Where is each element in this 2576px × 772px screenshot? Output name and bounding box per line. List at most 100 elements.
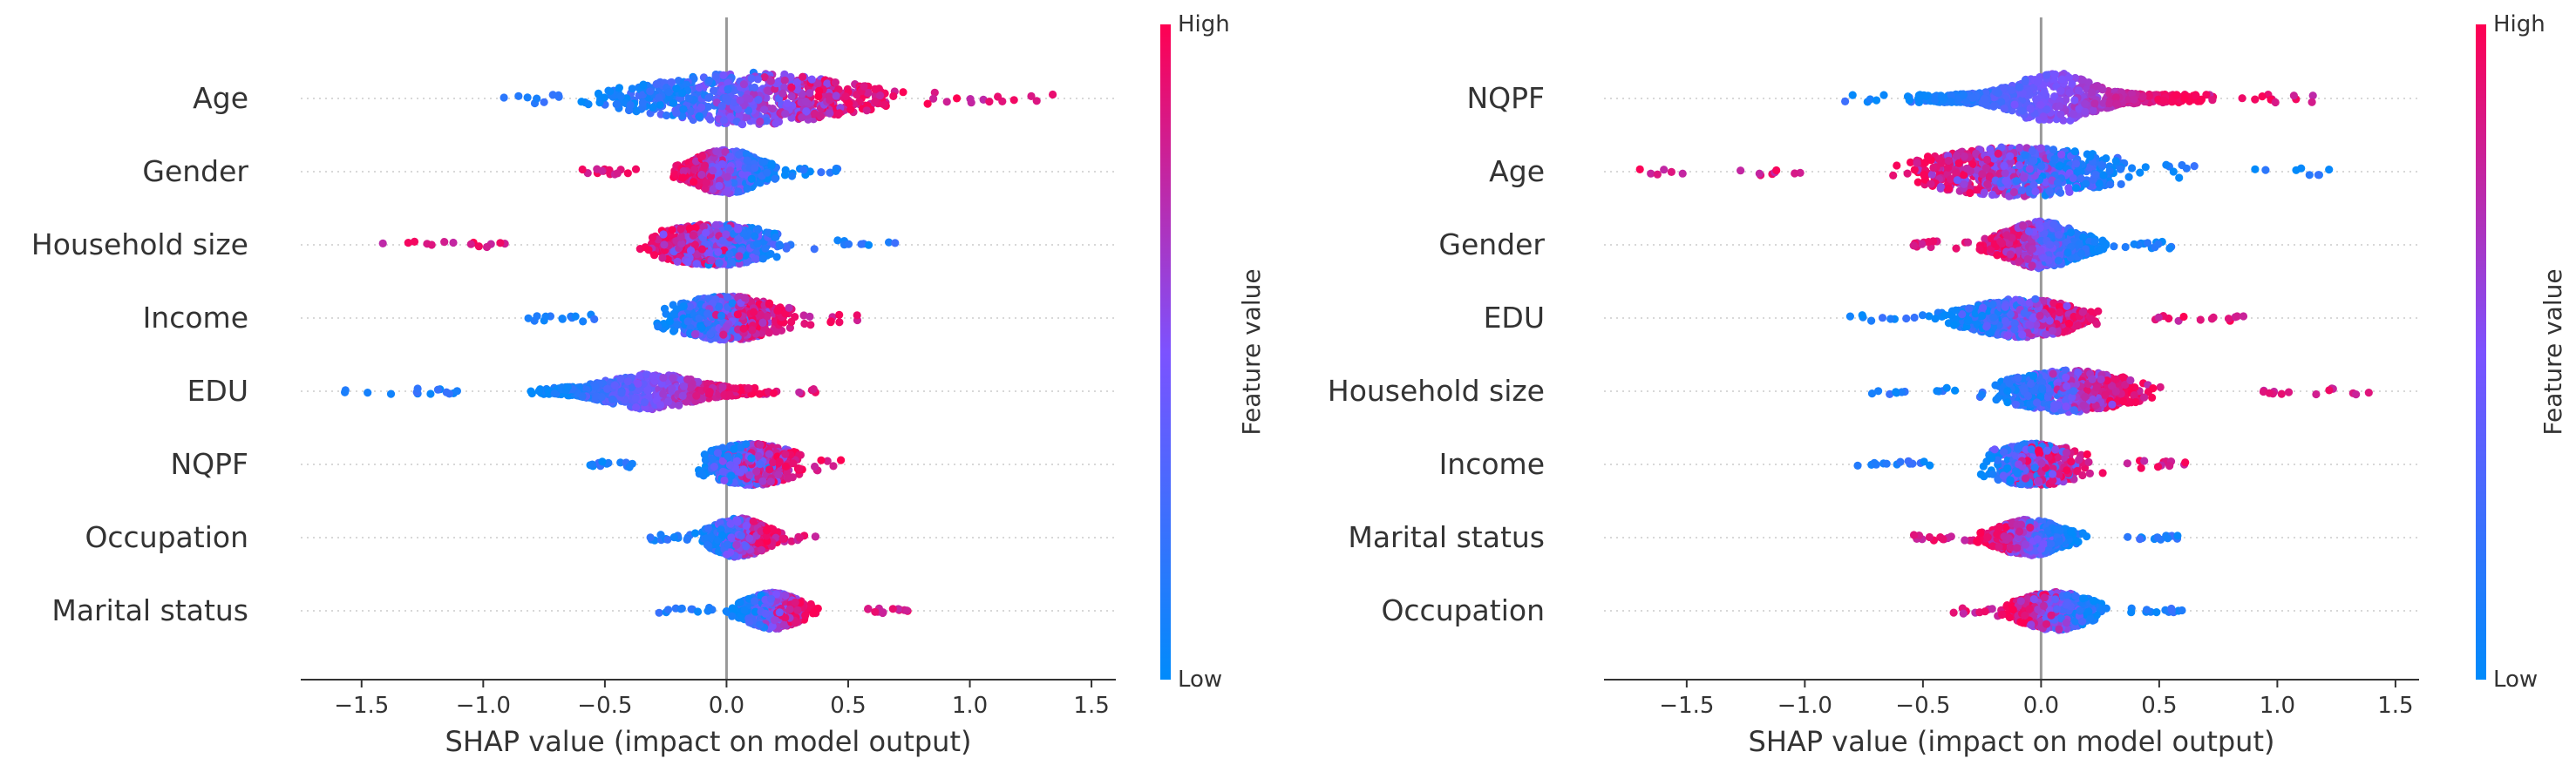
- shap-point: [613, 169, 622, 178]
- shap-point: [712, 147, 721, 156]
- shap-point: [724, 452, 732, 461]
- shap-point: [743, 184, 751, 193]
- shap-point: [802, 107, 811, 116]
- shap-point: [668, 384, 676, 393]
- shap-point: [739, 80, 749, 89]
- shap-point: [676, 225, 685, 234]
- shap-point: [698, 471, 707, 479]
- shap-point: [612, 100, 621, 109]
- shap-point: [766, 77, 775, 85]
- shap-point: [758, 254, 768, 263]
- shap-point: [668, 226, 676, 234]
- shap-point: [724, 85, 732, 93]
- shap-point: [713, 449, 723, 457]
- shap-point: [628, 85, 636, 93]
- shap-point: [742, 542, 751, 551]
- shap-point: [864, 240, 873, 249]
- shap-point: [735, 252, 744, 261]
- shap-point: [760, 105, 769, 114]
- shap-point: [745, 534, 754, 543]
- shap-point: [756, 117, 765, 126]
- shap-point: [726, 112, 735, 121]
- shap-point: [714, 247, 723, 256]
- shap-point: [783, 99, 792, 108]
- shap-point: [655, 93, 663, 102]
- shap-point: [440, 238, 449, 247]
- shap-point: [679, 382, 689, 390]
- shap-point: [734, 105, 743, 113]
- shap-point: [695, 83, 703, 92]
- shap-point: [789, 459, 798, 468]
- shap-point: [690, 529, 700, 538]
- shap-point: [709, 166, 717, 175]
- shap-point: [826, 109, 834, 118]
- shap-point: [684, 94, 693, 103]
- shap-point: [578, 392, 587, 401]
- shap-point: [702, 179, 711, 187]
- shap-point: [755, 389, 764, 398]
- shap-point: [606, 87, 615, 96]
- shap-point: [693, 607, 703, 616]
- shap-point: [683, 375, 692, 383]
- shap-point: [756, 179, 765, 187]
- shap-point: [795, 533, 805, 542]
- shap-point: [876, 91, 885, 100]
- shap-point: [708, 455, 717, 464]
- shap-point: [871, 98, 880, 106]
- shap-point: [643, 386, 652, 395]
- shap-point: [994, 92, 1003, 101]
- shap-point: [597, 393, 606, 402]
- shap-point: [720, 476, 729, 485]
- feature-label: Age: [193, 81, 248, 115]
- shap-point: [781, 166, 790, 174]
- shap-point: [773, 307, 782, 315]
- shap-point: [723, 550, 731, 559]
- shap-point: [652, 79, 661, 89]
- shap-point: [690, 329, 700, 339]
- shap-point: [677, 240, 686, 248]
- shap-point: [801, 98, 811, 106]
- shap-point: [341, 388, 350, 396]
- shap-point: [598, 166, 607, 175]
- shap-point: [678, 391, 687, 400]
- shap-point: [1032, 97, 1041, 105]
- shap-point: [679, 301, 688, 310]
- beeswarm-nqpf: [586, 439, 846, 490]
- shap-point: [726, 152, 735, 161]
- shap-point: [700, 450, 709, 459]
- shap-point: [646, 533, 655, 542]
- shap-point: [864, 605, 873, 613]
- shap-point: [807, 75, 816, 84]
- shap-point: [756, 310, 765, 320]
- shap-point: [860, 82, 868, 91]
- shap-point: [749, 308, 758, 316]
- shap-point: [695, 112, 703, 121]
- shap-point: [739, 465, 748, 474]
- shap-point: [795, 388, 804, 396]
- shap-point: [737, 532, 745, 540]
- shap-point: [683, 535, 691, 545]
- shap-point: [775, 457, 784, 466]
- shap-point: [669, 309, 678, 318]
- shap-point: [718, 383, 727, 391]
- shap-point: [832, 91, 840, 100]
- shap-point: [760, 73, 769, 82]
- shap-point: [832, 166, 840, 175]
- shap-point: [985, 98, 994, 106]
- shap-point: [638, 98, 647, 107]
- shap-point: [588, 460, 597, 469]
- shap-point: [776, 241, 785, 250]
- shap-point: [763, 168, 771, 177]
- shap-point: [703, 606, 712, 615]
- shap-point: [732, 457, 742, 465]
- shap-point: [930, 88, 939, 97]
- shap-point: [659, 230, 668, 239]
- shap-point: [811, 462, 819, 471]
- shap-point: [764, 86, 772, 95]
- shap-point: [711, 220, 720, 229]
- shap-point: [736, 96, 744, 105]
- shap-point: [799, 72, 807, 81]
- shap-point: [765, 328, 774, 337]
